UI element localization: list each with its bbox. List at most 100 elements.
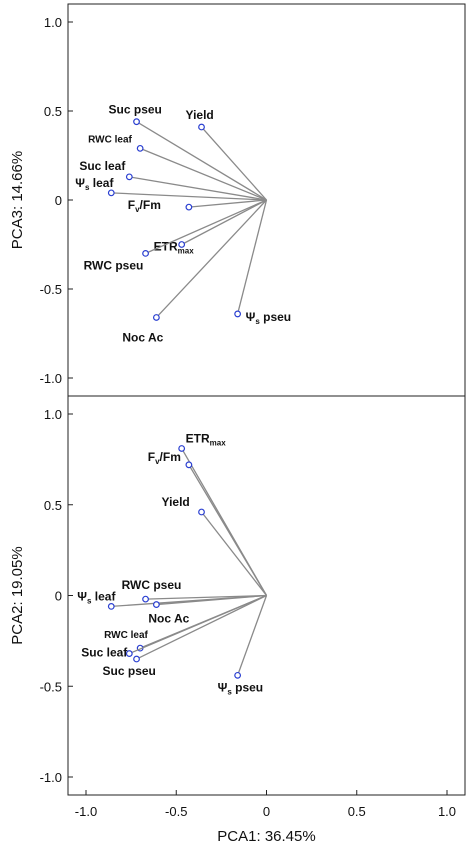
variable-label-subscript: v: [155, 457, 160, 466]
y-axis-title: PCA3: 14.66%: [9, 151, 26, 249]
y-tick-label: -0.5: [40, 282, 62, 297]
loading-point: [198, 123, 205, 131]
variable-label: RWC pseu: [84, 258, 144, 272]
variable-label-base: Noc Ac: [148, 612, 189, 626]
variable-label-base: Noc Ac: [122, 330, 163, 344]
variable-label: Noc Ac: [148, 612, 189, 626]
y-tick-label: 0: [55, 193, 62, 208]
variable-label-base: Yield: [162, 495, 190, 509]
loading-point: [107, 602, 115, 610]
variable-label-base: Ψ: [77, 589, 87, 603]
loading-vector: [155, 199, 267, 318]
loading-vector: [181, 199, 267, 246]
variable-label-base: Ψ: [246, 310, 256, 324]
loading-vector: [188, 464, 268, 596]
loading-vector: [111, 192, 267, 201]
variable-label: Fv/Fm: [128, 198, 161, 214]
variable-label-base: Ψ: [218, 680, 228, 694]
x-tick-label: 1.0: [438, 804, 456, 819]
variable-label-subscript: s: [87, 596, 92, 605]
loading-point: [178, 241, 186, 248]
variable-label-subscript: s: [85, 183, 90, 192]
x-tick-label: -0.5: [165, 804, 187, 819]
loading-vector: [139, 147, 267, 201]
loading-point: [142, 249, 149, 257]
loading-point: [152, 601, 160, 608]
variable-label-base: RWC leaf: [104, 630, 148, 641]
loading-vector: [236, 199, 268, 315]
loading-point: [185, 203, 193, 211]
variable-label: ETRmax: [154, 240, 195, 256]
loading-vector: [145, 199, 267, 254]
variable-label: Suc pseu: [103, 664, 156, 678]
variable-label-subscript: s: [227, 687, 232, 696]
variable-label: Ψs pseu: [246, 310, 292, 326]
variable-label-tail: /Fm: [140, 198, 161, 212]
variable-label-base: Suc pseu: [103, 664, 156, 678]
variable-label-tail: pseu: [260, 310, 291, 324]
loading-point: [185, 461, 193, 469]
y-tick-label: 0.5: [44, 498, 62, 513]
y-tick-label: -1.0: [40, 770, 62, 785]
variable-label: ETRmax: [186, 431, 227, 447]
x-tick-label: 0.5: [348, 804, 366, 819]
loading-point: [142, 595, 149, 603]
variable-label-tail: /Fm: [160, 450, 181, 464]
variable-label: Suc leaf: [81, 646, 128, 660]
variable-label-base: F: [128, 198, 135, 212]
variable-label-subscript: max: [178, 247, 195, 256]
variable-label: Yield: [186, 108, 214, 122]
variable-label-base: Ψ: [75, 176, 85, 190]
variable-label-tail: leaf: [89, 176, 114, 190]
variable-label: Suc pseu: [109, 103, 162, 117]
loading-vector: [201, 126, 267, 201]
loading-vector: [156, 594, 267, 606]
variable-label: Ψs leaf: [75, 176, 114, 192]
loading-point: [178, 445, 186, 452]
loading-point: [152, 314, 160, 321]
variable-label-subscript: s: [255, 317, 260, 326]
loading-point: [234, 310, 242, 318]
variable-label: RWC pseu: [122, 578, 182, 592]
loading-vector: [136, 121, 267, 201]
loading-vector: [237, 595, 268, 676]
variable-label: Yield: [162, 495, 190, 509]
variable-label: Ψs pseu: [218, 680, 264, 696]
loading-point: [234, 671, 242, 679]
variable-label-tail: pseu: [232, 680, 263, 694]
variable-label-base: F: [148, 450, 155, 464]
y-tick-label: 0.5: [44, 104, 62, 119]
loading-vector: [129, 176, 267, 201]
variable-label-base: ETR: [154, 240, 178, 254]
variable-label-base: RWC pseu: [84, 258, 144, 272]
variable-label-base: Suc leaf: [79, 159, 126, 173]
y-tick-label: 1.0: [44, 15, 62, 30]
variable-label: Noc Ac: [122, 330, 163, 344]
y-tick-label: 1.0: [44, 407, 62, 422]
variable-label-base: RWC pseu: [122, 578, 182, 592]
x-tick-label: 0: [263, 804, 270, 819]
variable-label-base: ETR: [186, 431, 210, 445]
variable-label-subscript: v: [135, 205, 140, 214]
loading-point: [198, 508, 205, 516]
y-axis-title: PCA2: 19.05%: [9, 546, 26, 644]
x-axis-title: PCA1: 36.45%: [217, 828, 315, 845]
variable-label-base: RWC leaf: [88, 134, 132, 145]
loading-point: [133, 118, 140, 126]
loading-vector: [136, 594, 267, 660]
loading-vector: [201, 511, 268, 596]
x-tick-label: -1.0: [75, 804, 97, 819]
variable-label-base: Suc pseu: [109, 103, 162, 117]
variable-label: Fv/Fm: [148, 450, 181, 466]
loading-point: [107, 189, 115, 197]
variable-label-subscript: max: [210, 438, 227, 447]
y-tick-label: -0.5: [40, 679, 62, 694]
variable-label: Ψs leaf: [77, 589, 116, 605]
variable-label-base: Suc leaf: [81, 646, 128, 660]
variable-label: Suc leaf: [79, 159, 126, 173]
loading-point: [133, 655, 140, 663]
loading-vector: [188, 199, 267, 208]
loading-vector: [129, 594, 267, 655]
